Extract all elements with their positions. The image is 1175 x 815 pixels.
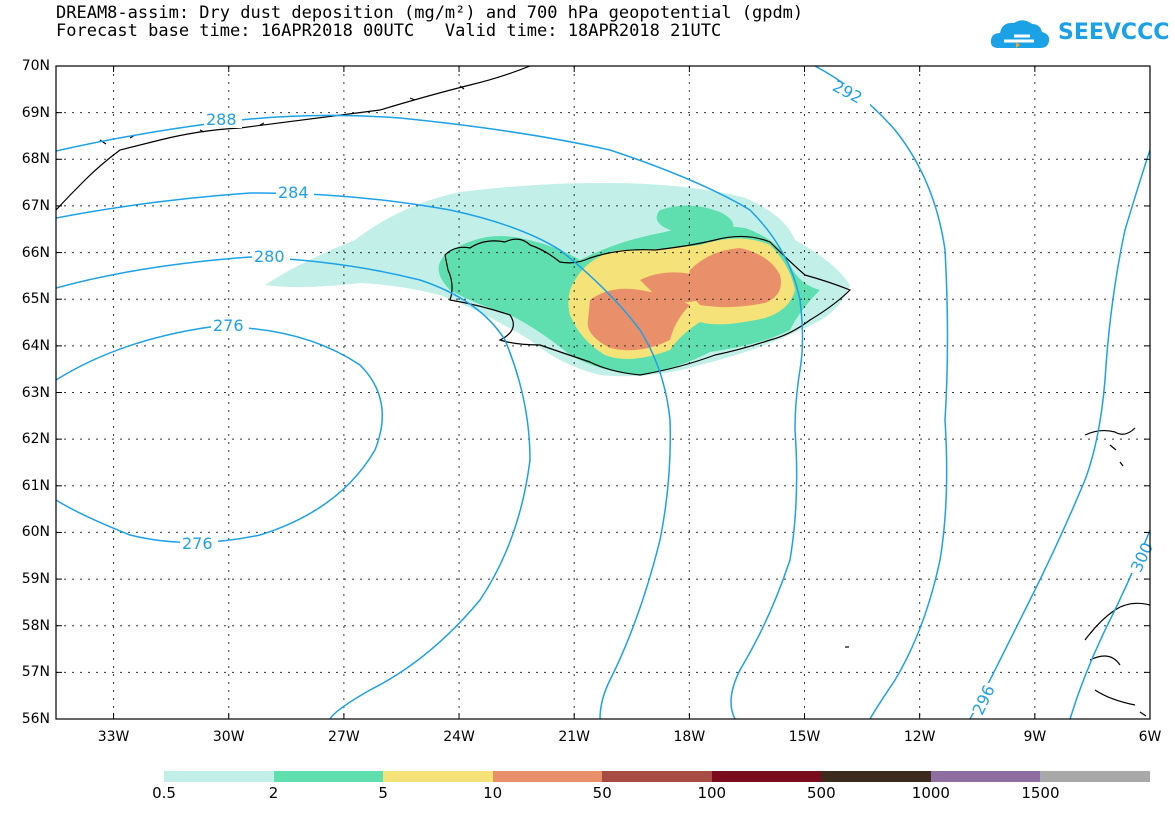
contour-288: [56, 114, 804, 719]
lon-label-27W: 27W: [328, 729, 360, 745]
legend-swatch: [383, 771, 493, 782]
lon-label-6W: 6W: [1138, 729, 1162, 745]
contour-label-300: 300: [1127, 539, 1157, 575]
map-title: DREAM8-assim: Dry dust deposition (mg/m²…: [56, 3, 804, 23]
contour-label-288: 288: [206, 110, 237, 129]
lat-label-60N: 60N: [21, 524, 50, 541]
greenland-coast: [56, 66, 531, 211]
dust-level-10-west: [587, 288, 690, 351]
contour-292: [814, 66, 949, 719]
lat-label-66N: 66N: [21, 244, 50, 261]
lon-label-9W: 9W: [1023, 729, 1047, 745]
dust-level-10-east: [688, 248, 781, 308]
legend-label-100: 100: [697, 784, 727, 802]
legend-label-5: 5: [378, 784, 388, 802]
greenland-islands: [99, 85, 465, 145]
legend-label-1500: 1500: [1021, 784, 1060, 802]
lat-label-69N: 69N: [21, 104, 50, 121]
dust-level-0_5-west: [270, 230, 450, 283]
lat-label-56N: 56N: [21, 711, 50, 727]
lat-label-61N: 61N: [21, 477, 50, 494]
map-subtitle: Forecast base time: 16APR2018 00UTC Vali…: [56, 21, 722, 41]
contour-284: [56, 192, 672, 719]
contour-label-284: 284: [278, 183, 309, 202]
legend-label-0.5: 0.5: [152, 784, 176, 802]
contour-276: [56, 326, 383, 544]
contour-280: [56, 256, 531, 719]
legend-swatch: [602, 771, 712, 782]
lon-label-24W: 24W: [443, 729, 475, 745]
dust-level-2-north: [656, 205, 734, 235]
contour-label-280: 280: [254, 247, 285, 266]
legend-label-50: 50: [592, 784, 612, 802]
legend-label-1000: 1000: [911, 784, 950, 802]
legend-swatch: [821, 771, 931, 782]
legend-swatch: [492, 771, 603, 782]
dust-level-10-bridge: [640, 272, 700, 303]
legend-swatch: [930, 771, 1041, 782]
iceland-coast: [444, 235, 852, 376]
lat-label-62N: 62N: [21, 431, 50, 448]
contour-label-276-south: 276: [182, 534, 213, 553]
lon-label-21W: 21W: [558, 729, 591, 745]
coastline: [56, 66, 1150, 717]
lat-label-67N: 67N: [21, 197, 50, 214]
lat-label-57N: 57N: [21, 664, 50, 681]
lat-label-64N: 64N: [21, 337, 50, 354]
legend-swatch: [273, 771, 384, 782]
scotland-coast: [1084, 602, 1150, 717]
faroe-islands: [1084, 427, 1136, 467]
lat-label-59N: 59N: [21, 571, 50, 588]
legend-label-2: 2: [268, 784, 279, 802]
lat-label-63N: 63N: [21, 384, 50, 401]
lat-label-58N: 58N: [21, 617, 50, 634]
cloud-icon: [990, 20, 1050, 48]
logo-text: SEEVCCC: [1058, 20, 1170, 45]
seevccc-logo: [990, 20, 1050, 48]
lon-label-33W: 33W: [97, 729, 130, 745]
lat-label-68N: 68N: [21, 151, 50, 168]
color-legend: [164, 771, 1150, 782]
legend-label-10: 10: [483, 784, 503, 802]
lat-label-65N: 65N: [21, 291, 50, 308]
legend-swatch: [1040, 771, 1150, 782]
geopotential-contours: [56, 66, 1150, 719]
graticule: [56, 66, 1150, 719]
legend-swatch: [711, 771, 822, 782]
lon-label-12W: 12W: [903, 729, 936, 745]
legend-label-500: 500: [807, 784, 836, 802]
lon-label-18W: 18W: [673, 729, 706, 745]
contour-label-276-north: 276: [213, 316, 244, 335]
legend-swatch: [164, 771, 274, 782]
lon-label-30W: 30W: [212, 729, 245, 745]
lon-label-15W: 15W: [788, 729, 821, 745]
lat-label-70N: 70N: [21, 58, 50, 74]
dust-shading: [265, 182, 850, 377]
